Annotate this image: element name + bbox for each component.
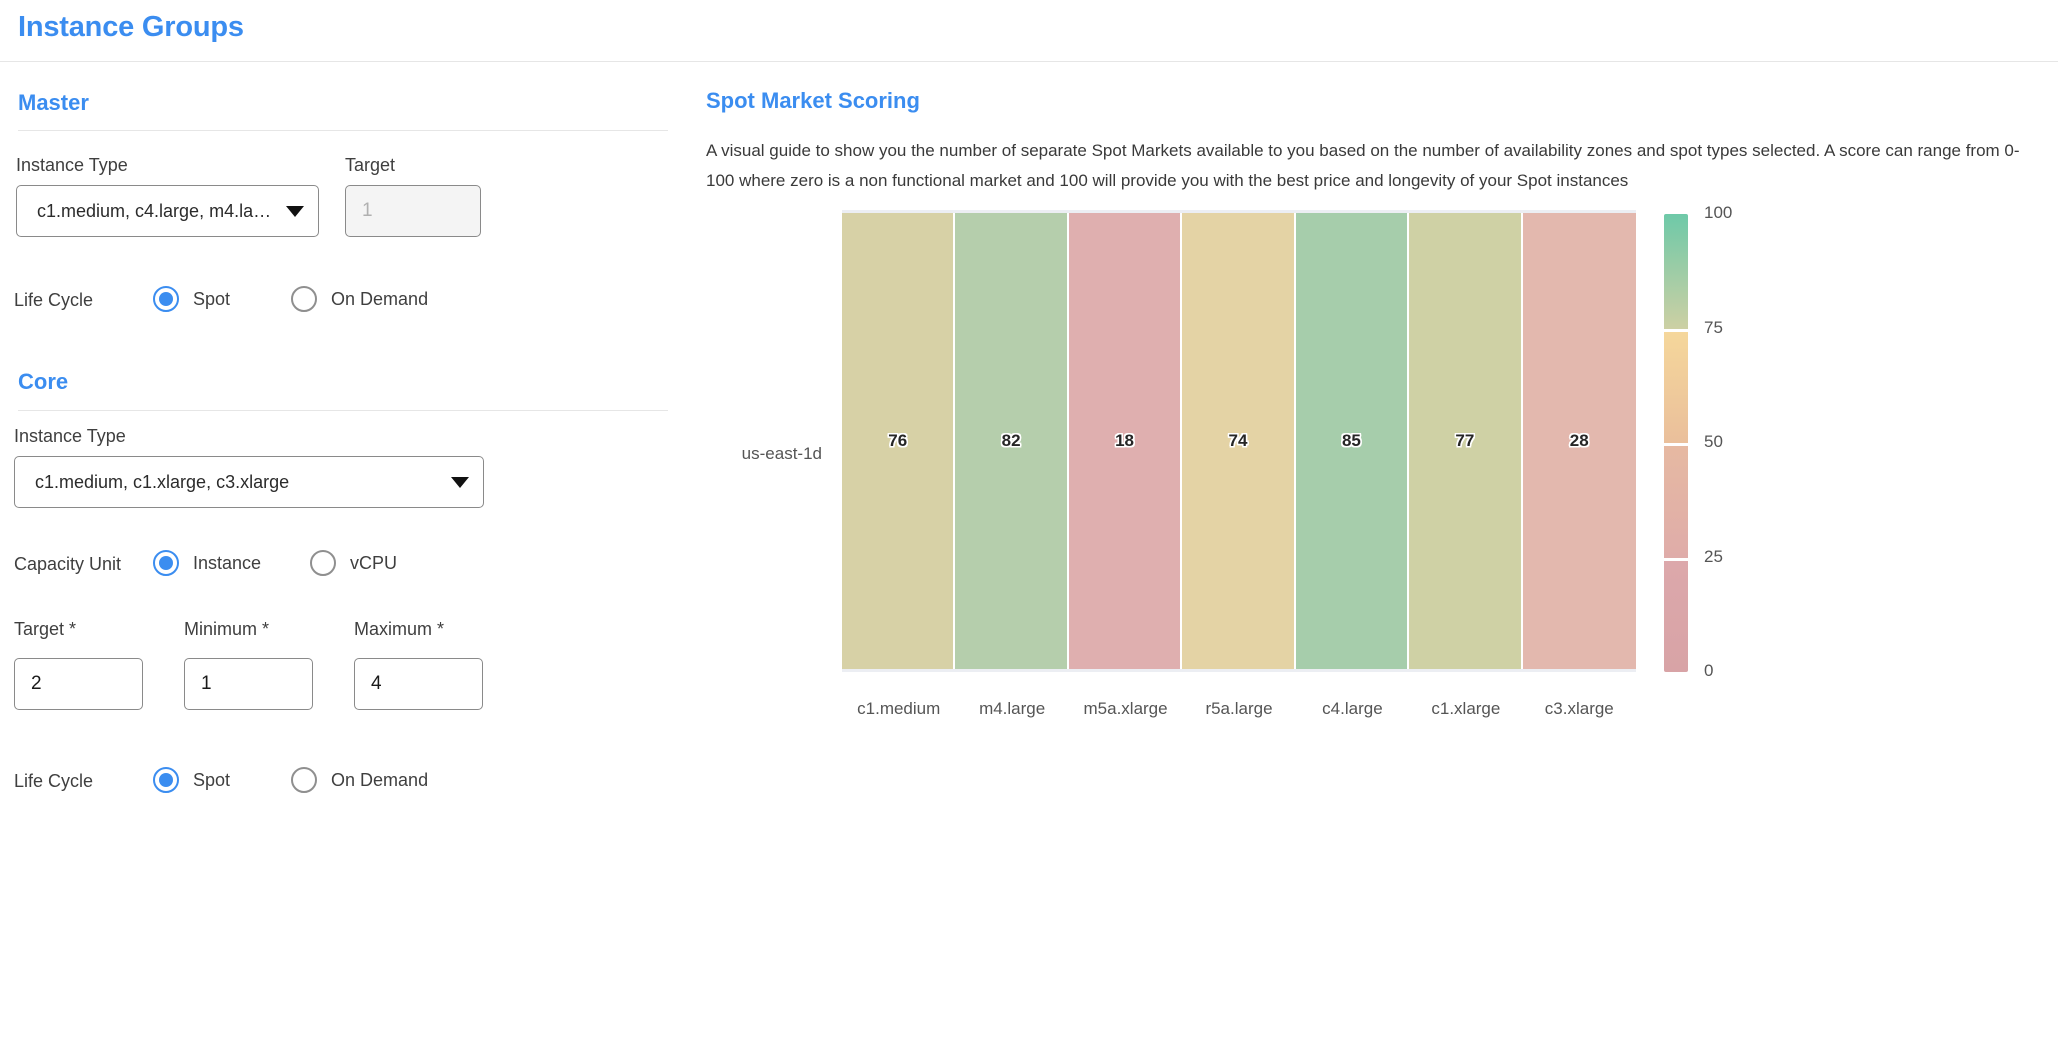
spot-market-scoring-description: A visual guide to show you the number of…	[706, 141, 2020, 190]
core-life-cycle-label: Life Cycle	[14, 771, 94, 791]
core-minimum-value: 1	[201, 673, 212, 694]
heatmap-y-tick: us-east-1d	[741, 444, 822, 463]
spot-market-scoring-title: Spot Market Scoring	[706, 88, 920, 113]
core-section-divider	[18, 410, 668, 411]
heatmap-cell[interactable]: 18	[1068, 213, 1183, 669]
core-minimum-input[interactable]: 1	[184, 658, 313, 710]
heatmap-cell[interactable]: 28	[1522, 213, 1636, 669]
core-target-input[interactable]: 2	[14, 658, 143, 710]
heatmap-grid: 76 82 18 74 85 77 28	[842, 210, 1636, 672]
core-instance-type-select[interactable]: c1.medium, c1.xlarge, c3.xlarge	[14, 456, 484, 508]
radio-icon	[153, 550, 179, 576]
heatmap-cell-value: 77	[1455, 431, 1475, 450]
core-life-cycle-option-spot-label: Spot	[193, 769, 231, 790]
heatmap-cell[interactable]: 82	[955, 213, 1069, 669]
core-capacity-unit-label: Capacity Unit	[14, 554, 122, 574]
heatmap-x-tick: r5a.large	[1205, 699, 1273, 718]
core-instance-type-value: c1.medium, c1.xlarge, c3.xlarge	[35, 471, 290, 492]
master-life-cycle-option-on-demand[interactable]: On Demand	[291, 286, 428, 312]
core-capacity-unit-option-vcpu-label: vCPU	[350, 552, 398, 573]
colorbar-tick: 75	[1704, 317, 1723, 337]
core-target-label: Target *	[14, 619, 77, 639]
heatmap-cell-value: 74	[1228, 431, 1248, 450]
colorbar-segment	[1664, 328, 1688, 443]
radio-icon	[153, 767, 179, 793]
chevron-down-icon	[286, 205, 304, 217]
heatmap-x-tick: c1.medium	[857, 699, 941, 718]
master-life-cycle-option-spot[interactable]: Spot	[153, 286, 230, 312]
master-instance-type-value: c1.medium, c4.large, m4.large, …	[37, 200, 276, 221]
master-life-cycle-option-on-demand-label: On Demand	[331, 288, 429, 309]
core-capacity-unit-option-instance[interactable]: Instance	[153, 550, 261, 576]
spot-market-scoring-panel: Spot Market Scoring A visual guide to sh…	[690, 62, 2058, 1058]
master-life-cycle-option-spot-label: Spot	[193, 288, 231, 309]
core-capacity-unit-option-vcpu[interactable]: vCPU	[310, 550, 397, 576]
core-instance-type-label: Instance Type	[14, 426, 126, 446]
heatmap-cell-value: 28	[1569, 431, 1589, 450]
core-capacity-unit-radio-group: Instance vCPU	[153, 550, 397, 576]
core-capacity-unit-option-instance-label: Instance	[193, 552, 262, 573]
heatmap-cell[interactable]: 77	[1409, 213, 1523, 669]
master-target-input[interactable]: 1	[345, 185, 481, 237]
colorbar-segment	[1664, 557, 1688, 672]
radio-icon	[310, 550, 337, 576]
heatmap-cell[interactable]: 74	[1182, 213, 1296, 669]
colorbar-tick: 0	[1704, 661, 1714, 680]
core-section-title: Core	[18, 369, 69, 394]
master-life-cycle-radio-group: Spot On Demand	[153, 286, 428, 312]
spot-market-heatmap: us-east-1d 76 82 18 74 85 77 28 c1.medium m4.la…	[690, 202, 2058, 718]
master-target-placeholder: 1	[362, 200, 373, 221]
core-target-value: 2	[31, 673, 42, 694]
heatmap-cell-value: 18	[1115, 431, 1135, 450]
master-life-cycle-label: Life Cycle	[14, 290, 94, 310]
heatmap-cell[interactable]: 85	[1295, 213, 1410, 669]
master-section-title: Master	[18, 90, 89, 115]
heatmap-x-tick: c3.xlarge	[1544, 699, 1614, 718]
radio-icon	[153, 286, 179, 312]
heatmap-cell-value: 85	[1341, 431, 1361, 450]
core-life-cycle-radio-group: Spot On Demand	[153, 767, 428, 793]
colorbar-segment	[1664, 214, 1688, 329]
colorbar-tick: 50	[1704, 432, 1723, 451]
heatmap-x-tick: c4.large	[1322, 699, 1383, 718]
master-target-label: Target	[345, 155, 396, 175]
core-minimum-label: Minimum *	[184, 619, 270, 639]
core-life-cycle-option-on-demand[interactable]: On Demand	[291, 767, 428, 793]
master-instance-type-label: Instance Type	[16, 155, 128, 175]
core-maximum-label: Maximum *	[354, 619, 445, 639]
core-life-cycle-option-on-demand-label: On Demand	[331, 769, 429, 790]
instance-groups-form: Master Instance Type c1.medium, c4.large…	[0, 62, 690, 1058]
colorbar-tick: 25	[1704, 546, 1723, 566]
heatmap-colorbar	[1664, 214, 1688, 672]
page-title: Instance Groups	[18, 11, 244, 43]
core-maximum-input[interactable]: 4	[354, 658, 483, 710]
core-maximum-value: 4	[371, 673, 382, 694]
master-section-divider	[18, 130, 668, 131]
colorbar-segment	[1664, 443, 1688, 558]
heatmap-cell-value: 82	[1001, 431, 1021, 450]
master-instance-type-select[interactable]: c1.medium, c4.large, m4.large, …	[16, 185, 319, 237]
radio-icon	[291, 286, 318, 312]
heatmap-x-tick: m5a.xlarge	[1083, 699, 1168, 718]
core-life-cycle-option-spot[interactable]: Spot	[153, 767, 230, 793]
heatmap-cell-value: 76	[888, 431, 908, 450]
heatmap-cell[interactable]: 76	[842, 213, 956, 669]
heatmap-x-tick: m4.large	[979, 699, 1046, 718]
radio-icon	[291, 767, 318, 793]
page-header: Instance Groups	[0, 0, 2058, 62]
heatmap-x-tick: c1.xlarge	[1431, 699, 1501, 718]
colorbar-tick: 100	[1704, 203, 1733, 222]
chevron-down-icon	[451, 476, 469, 488]
